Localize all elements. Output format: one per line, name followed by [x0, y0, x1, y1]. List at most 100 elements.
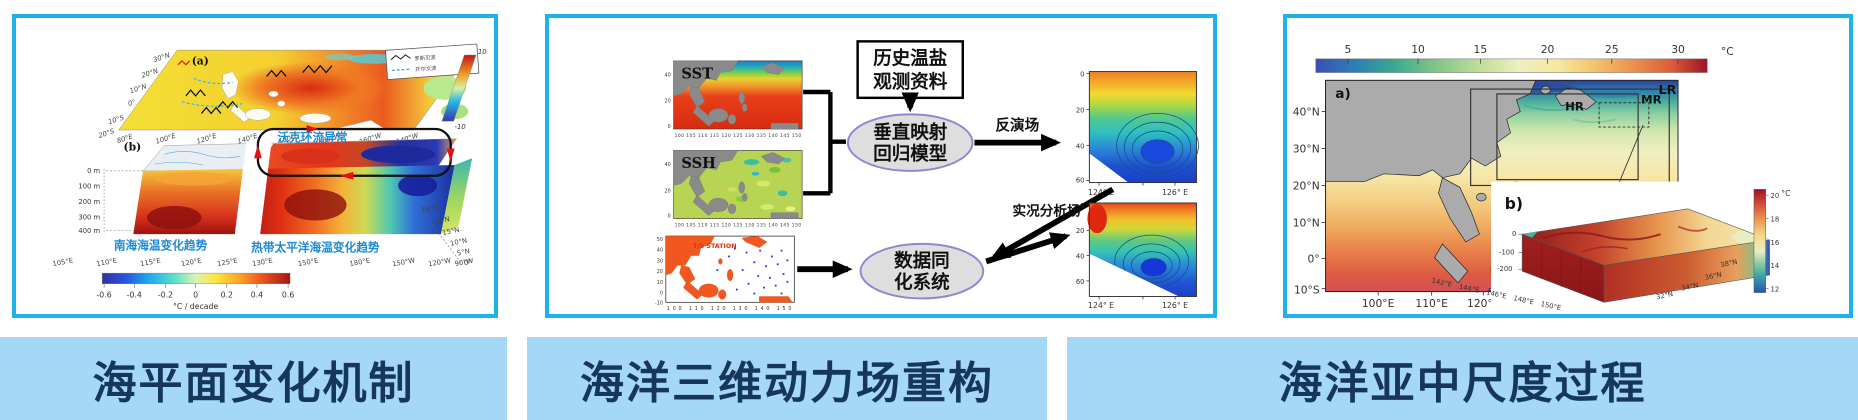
- colorbar-gradient: [1315, 58, 1708, 73]
- svg-text:40: 40: [664, 162, 670, 168]
- inset-depth-ticks: 0 -100 -200: [1497, 230, 1516, 273]
- walker-label: 沃克环流异常: [277, 131, 347, 145]
- b-lat-ticks: 25°N 20°N 15°N 10°N 5°N 0°: [420, 203, 472, 267]
- svg-text:0: 0: [1080, 70, 1084, 78]
- ts-station-map: T/S STATION 50 40 30 20 10 0 -10 100 110…: [655, 235, 795, 312]
- svg-text:-100: -100: [1499, 249, 1514, 257]
- reconstruction-flowchart: SST 40 20 0 100 105 110 115 120 125 130 …: [655, 40, 1199, 312]
- caption-sea-level: 海平面变化机制: [0, 337, 507, 420]
- inset-colorbar: [1753, 189, 1766, 293]
- svg-text:14: 14: [1771, 262, 1780, 270]
- circulation-arrows: [254, 125, 455, 180]
- assimilation-ellipse: 数据同 化系统: [859, 242, 985, 300]
- svg-text:0.6: 0.6: [282, 290, 294, 299]
- svg-text:130°E: 130°E: [252, 257, 274, 268]
- svg-text:25: 25: [1605, 43, 1619, 56]
- caption-text: 海平面变化机制: [92, 357, 415, 409]
- svg-text:100 m: 100 m: [78, 182, 100, 190]
- svg-text:0: 0: [193, 290, 198, 299]
- submesoscale-figure: 5 10 15 20 25 30 °C: [1293, 43, 1842, 312]
- sst-map: SST 40 20 0 100 105 110 115 120 125 130 …: [664, 60, 803, 139]
- svg-text:-200: -200: [1497, 265, 1512, 273]
- ts-land: [665, 235, 793, 303]
- svg-text:40°N: 40°N: [1293, 105, 1320, 118]
- cube-right-face: [1603, 239, 1770, 303]
- svg-text:0°: 0°: [127, 98, 137, 108]
- sst-title: SST: [681, 65, 713, 82]
- ssh-land: [673, 150, 799, 219]
- svg-text:0: 0: [668, 214, 671, 220]
- svg-text:0 m: 0 m: [87, 167, 100, 175]
- east-face: [440, 158, 473, 235]
- svg-text:30: 30: [1671, 43, 1685, 56]
- arrow-analysis-field: [985, 232, 1071, 265]
- svg-text:100°E: 100°E: [155, 132, 178, 146]
- svg-text:110°E: 110°E: [1415, 297, 1448, 310]
- svg-text:40: 40: [1076, 252, 1085, 260]
- svg-text:0: 0: [668, 124, 671, 130]
- svg-text:-0.4: -0.4: [127, 290, 142, 299]
- legend-dashed-line-icon: [391, 68, 412, 72]
- svg-text:20: 20: [664, 99, 670, 105]
- ssh-title: SSH: [681, 155, 716, 172]
- trend-map-a: (a) 罗斯贝波 开尔文波 10 -10 30°N 20°N 10°N 0° 1…: [97, 43, 487, 146]
- svg-text:150°E: 150°E: [297, 257, 319, 268]
- svg-text:40: 40: [664, 72, 670, 78]
- svg-text:400 m: 400 m: [78, 227, 100, 235]
- input-bracket: [803, 89, 846, 196]
- svg-text:60: 60: [1076, 177, 1085, 185]
- svg-text:0: 0: [1512, 230, 1516, 238]
- caption-submesoscale: 海洋亚中尺度过程: [1067, 337, 1858, 420]
- svg-text:5°N: 5°N: [456, 247, 470, 257]
- svg-text:30°N: 30°N: [1293, 142, 1320, 155]
- ssh-map: SSH 40 20 0 100 105 110 115 120 125 130 …: [664, 150, 803, 228]
- svg-text:124° E: 124° E: [1088, 301, 1114, 310]
- svg-text:126° E: 126° E: [1162, 301, 1188, 310]
- svg-text:历史温盐: 历史温盐: [873, 48, 948, 70]
- svg-text:数据同: 数据同: [894, 250, 950, 272]
- ts-x-ticks: 100 110 120 130 140 150: [667, 306, 792, 312]
- svg-text:20: 20: [657, 269, 663, 275]
- colorbar-unit: °C / decade: [173, 302, 219, 311]
- caption-text: 海洋亚中尺度过程: [1278, 357, 1647, 409]
- svg-text:垂直映射: 垂直映射: [873, 122, 948, 144]
- legend-item-2: 开尔文波: [415, 64, 438, 74]
- legend-zigzag-icon: [390, 54, 411, 61]
- svg-text:150°W: 150°W: [392, 256, 416, 268]
- svg-text:20: 20: [664, 188, 670, 194]
- inverted-section-plot: 0 20 40 60 124° E 126° E: [1076, 70, 1199, 197]
- zoom-box: [1598, 102, 1650, 128]
- hr-label: HR: [1565, 99, 1584, 113]
- fig-a-label: (a): [192, 55, 209, 68]
- svg-text:200 m: 200 m: [78, 198, 100, 206]
- svg-text:60: 60: [1076, 278, 1085, 286]
- svg-text:20°N: 20°N: [140, 67, 159, 80]
- svg-text:12: 12: [1771, 286, 1780, 294]
- svg-text:10°S: 10°S: [1294, 284, 1320, 297]
- obs-data-box: 历史温盐 观测资料: [856, 40, 965, 100]
- caption-text: 海洋三维动力场重构: [580, 357, 994, 409]
- svg-text:20°N: 20°N: [1293, 179, 1320, 192]
- sea-level-figure: (a) 罗斯贝波 开尔文波 10 -10 30°N 20°N 10°N 0° 1…: [52, 43, 487, 311]
- lr-label: LR: [1659, 82, 1677, 97]
- svg-text:40: 40: [1076, 142, 1085, 150]
- map-legend: 罗斯贝波 开尔文波: [385, 43, 480, 80]
- side-colorbar-max: 10: [478, 48, 487, 56]
- ts-y-ticks: 50 40 30 20 10 0 -10: [655, 237, 663, 306]
- regression-model-ellipse: 垂直映射 回归模型: [846, 113, 974, 172]
- analysis-arrow-label: 实况分析场: [1012, 203, 1080, 220]
- wave-arrows: [177, 59, 333, 115]
- svg-text:0.2: 0.2: [221, 290, 233, 299]
- svg-text:20: 20: [1541, 43, 1555, 56]
- inset-lat-ticks: 32°N 34°N 36°N 38°N: [1655, 258, 1738, 302]
- svg-text:300 m: 300 m: [78, 214, 100, 222]
- panel-submesoscale-processes: 5 10 15 20 25 30 °C: [1283, 14, 1853, 318]
- fig-b-label: b): [1505, 195, 1523, 213]
- svg-text:-0.6: -0.6: [97, 290, 112, 299]
- svg-text:-10: -10: [655, 300, 663, 306]
- svg-text:10°N: 10°N: [1293, 216, 1320, 229]
- svg-text:15: 15: [1474, 43, 1488, 56]
- legend-item-1: 罗斯贝波: [414, 53, 437, 63]
- section-3d-b: (b) 沃克环流异常 0 m 100 m 200: [52, 125, 474, 268]
